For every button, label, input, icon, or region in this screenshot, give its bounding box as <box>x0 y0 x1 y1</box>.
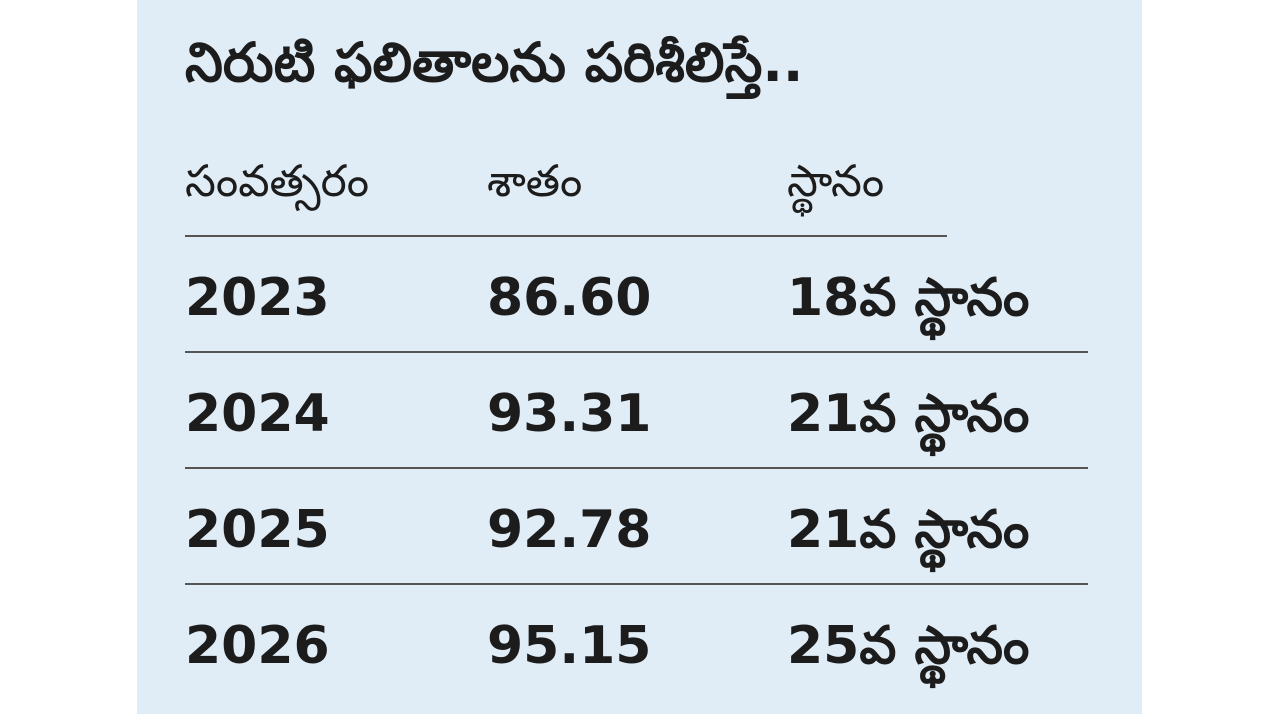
table-cell: 21వ స్థానం <box>787 384 1030 444</box>
table-cell: 2025 <box>185 500 330 560</box>
row-rule <box>185 351 1088 353</box>
table-cell: 2024 <box>185 384 330 444</box>
table-cell: 95.15 <box>487 616 652 676</box>
row-rule <box>185 583 1088 585</box>
table-cell: 92.78 <box>487 500 652 560</box>
table-cell: 18వ స్థానం <box>787 268 1030 328</box>
table-cell: 2026 <box>185 616 330 676</box>
row-rule <box>185 467 1088 469</box>
table-cell: 25వ స్థానం <box>787 616 1030 676</box>
column-header: శాతం <box>487 156 583 207</box>
table-cell: 21వ స్థానం <box>787 500 1030 560</box>
table-panel: నిరుటి ఫలితాలను పరిశీలిస్తే.. సంవత్సరం శా… <box>137 0 1142 714</box>
table-cell: 86.60 <box>487 268 652 328</box>
table-cell: 2023 <box>185 268 330 328</box>
column-header: స్థానం <box>787 156 885 207</box>
header-rule <box>185 235 947 237</box>
column-header: సంవత్సరం <box>185 156 370 207</box>
table-cell: 93.31 <box>487 384 652 444</box>
title: నిరుటి ఫలితాలను పరిశీలిస్తే.. <box>185 31 804 94</box>
